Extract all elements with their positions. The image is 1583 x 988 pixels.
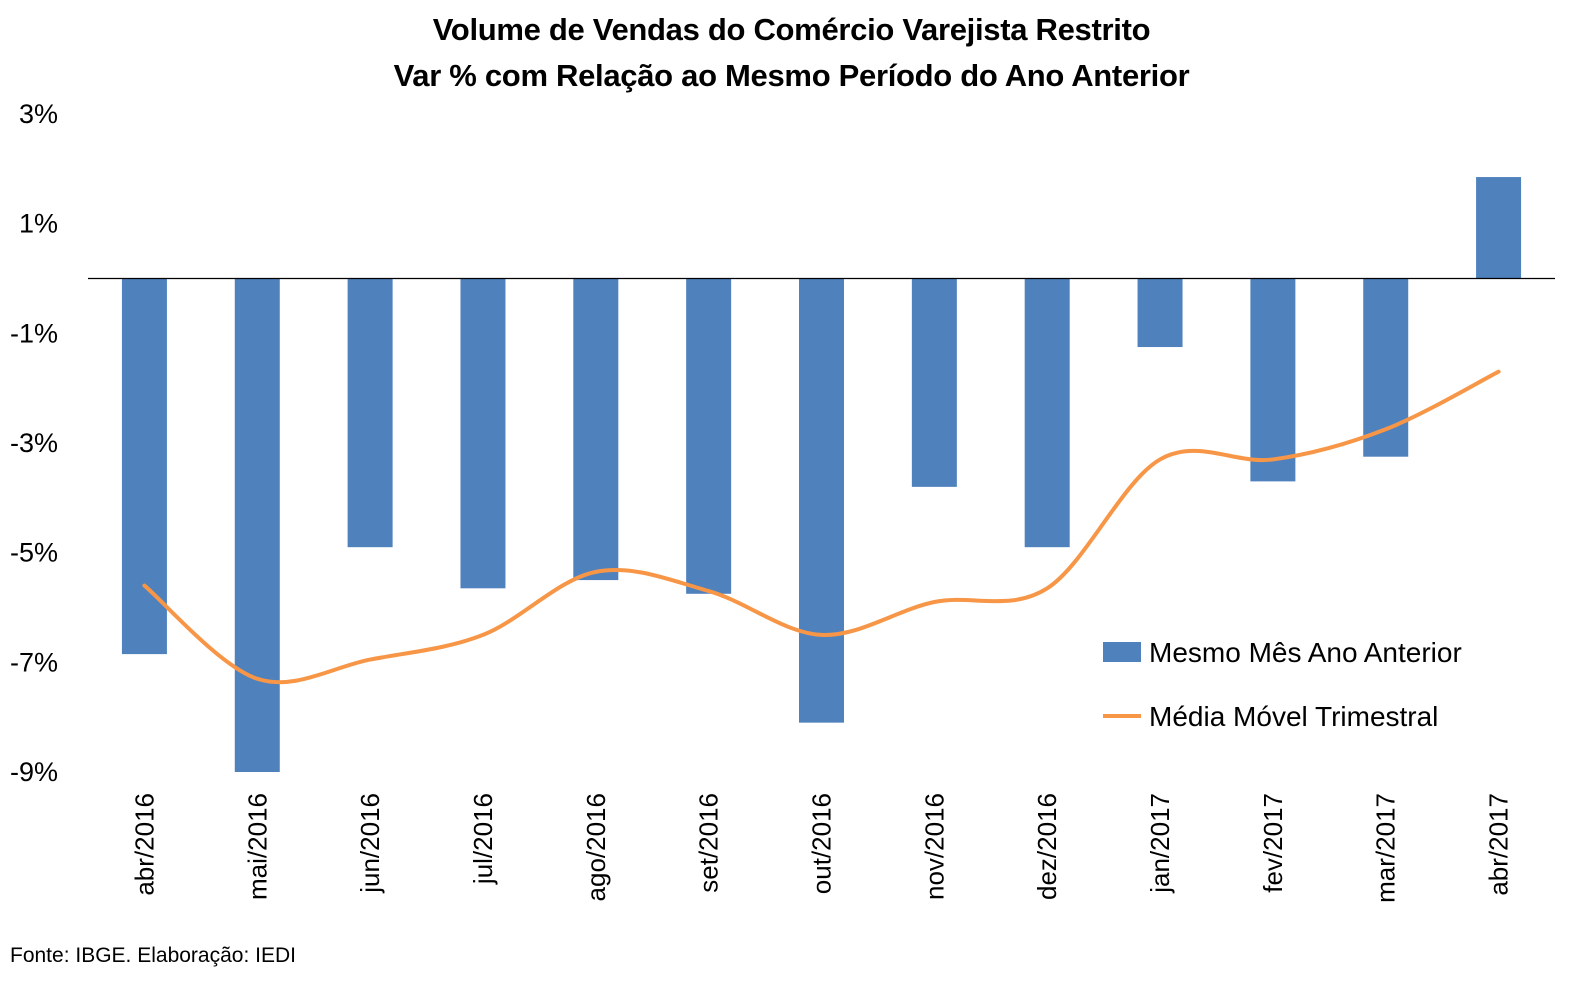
y-tick-label: -1% (10, 318, 58, 348)
source-note: Fonte: IBGE. Elaboração: IEDI (10, 944, 296, 967)
bar-mai-2016 (234, 278, 280, 772)
legend-bar-label: Mesmo Mês Ano Anterior (1149, 637, 1462, 668)
y-tick-label: -9% (10, 757, 58, 787)
x-tick-label: jul/2016 (468, 793, 498, 885)
line-media-movel-trimestral (142, 369, 1501, 685)
y-tick-label: 1% (19, 209, 58, 239)
x-tick-label: set/2016 (694, 793, 724, 893)
bar-ago-2016 (573, 278, 619, 581)
bar-jul-2016 (460, 278, 506, 589)
x-tick-label: mai/2016 (242, 793, 272, 900)
y-tick-label: -3% (10, 428, 58, 458)
x-tick-label: fev/2017 (1258, 793, 1288, 893)
bar-abr-2017 (1476, 177, 1522, 279)
legend-bar-swatch (1103, 642, 1141, 662)
x-tick-label: jan/2017 (1145, 793, 1175, 894)
x-tick-label: dez/2016 (1032, 793, 1062, 900)
x-tick-label: out/2016 (807, 793, 837, 894)
chart-title: Volume de Vendas do Comércio Varejista R… (432, 12, 1151, 47)
x-tick-label: mar/2017 (1371, 793, 1401, 903)
x-tick-label: ago/2016 (581, 793, 611, 901)
x-tick-label: abr/2017 (1484, 793, 1514, 896)
y-tick-label: -5% (10, 538, 58, 568)
bar-mar-2017 (1363, 278, 1409, 457)
bar-set-2016 (686, 278, 732, 594)
legend-line-label: Média Móvel Trimestral (1149, 701, 1438, 732)
bar-dez-2016 (1024, 278, 1070, 548)
chart-subtitle: Var % com Relação ao Mesmo Período do An… (393, 58, 1190, 93)
y-tick-label: 3% (19, 99, 58, 129)
x-tick-label: jun/2016 (355, 793, 385, 894)
bar-jun-2016 (347, 278, 393, 548)
x-tick-label: nov/2016 (919, 793, 949, 900)
x-tick-label: abr/2016 (129, 793, 159, 896)
bar-nov-2016 (911, 278, 957, 487)
y-tick-label: -7% (10, 647, 58, 677)
bar-out-2016 (799, 278, 844, 723)
bar-abr-2016 (121, 278, 167, 655)
bar-jan-2017 (1137, 278, 1183, 348)
bar-fev-2017 (1250, 278, 1296, 482)
